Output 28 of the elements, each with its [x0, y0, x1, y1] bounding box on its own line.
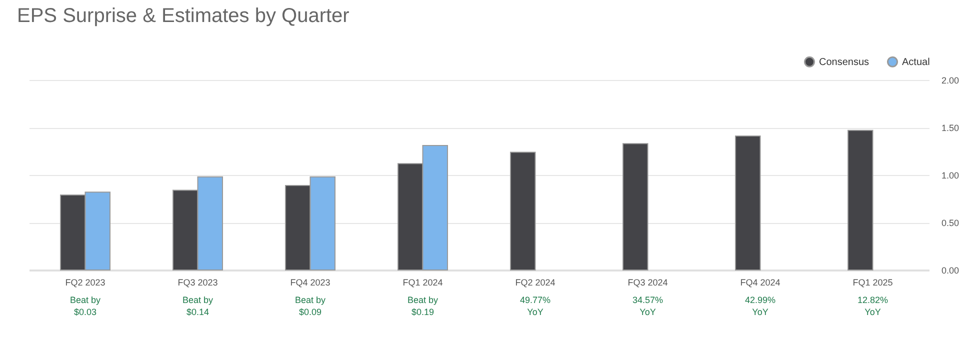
y-tick-label: 1.50 — [942, 123, 960, 133]
text: Beat by $0.19 — [407, 295, 439, 317]
bar — [510, 152, 536, 270]
bar — [622, 143, 648, 270]
x-tick-label: FQ3 2024 — [628, 278, 668, 288]
text: Beat by $0.03 — [70, 295, 102, 317]
x-tick-label: FQ4 2023 — [290, 278, 330, 288]
x-tick-label: FQ3 2023 — [178, 278, 218, 288]
x-tick-label: FQ4 2024 — [740, 278, 780, 288]
text: Beat by $0.09 — [294, 295, 326, 317]
text: 42.99% YoY — [744, 295, 776, 317]
legend-label: Actual — [902, 56, 930, 68]
text: 34.57% YoY — [632, 295, 664, 317]
x-tick-label: FQ1 2024 — [402, 278, 443, 288]
y-tick-label: 1.00 — [942, 170, 960, 180]
chart-title: EPS Surprise & Estimates by Quarter — [17, 5, 350, 27]
y-tick-label: 0.50 — [942, 218, 960, 228]
x-tick-label: FQ2 2024 — [515, 278, 556, 288]
y-tick-label: 2.00 — [942, 76, 960, 86]
text: 12.82% YoY — [857, 295, 888, 317]
x-tick-label: FQ1 2025 — [852, 278, 893, 288]
text: Beat by $0.14 — [182, 295, 214, 317]
legend-label: Consensus — [819, 56, 870, 68]
y-tick-label: 0.00 — [942, 266, 960, 276]
text: 49.77% YoY — [520, 295, 551, 317]
bar — [848, 130, 874, 270]
bar — [735, 136, 761, 270]
x-tick-label: FQ2 2023 — [65, 278, 106, 288]
